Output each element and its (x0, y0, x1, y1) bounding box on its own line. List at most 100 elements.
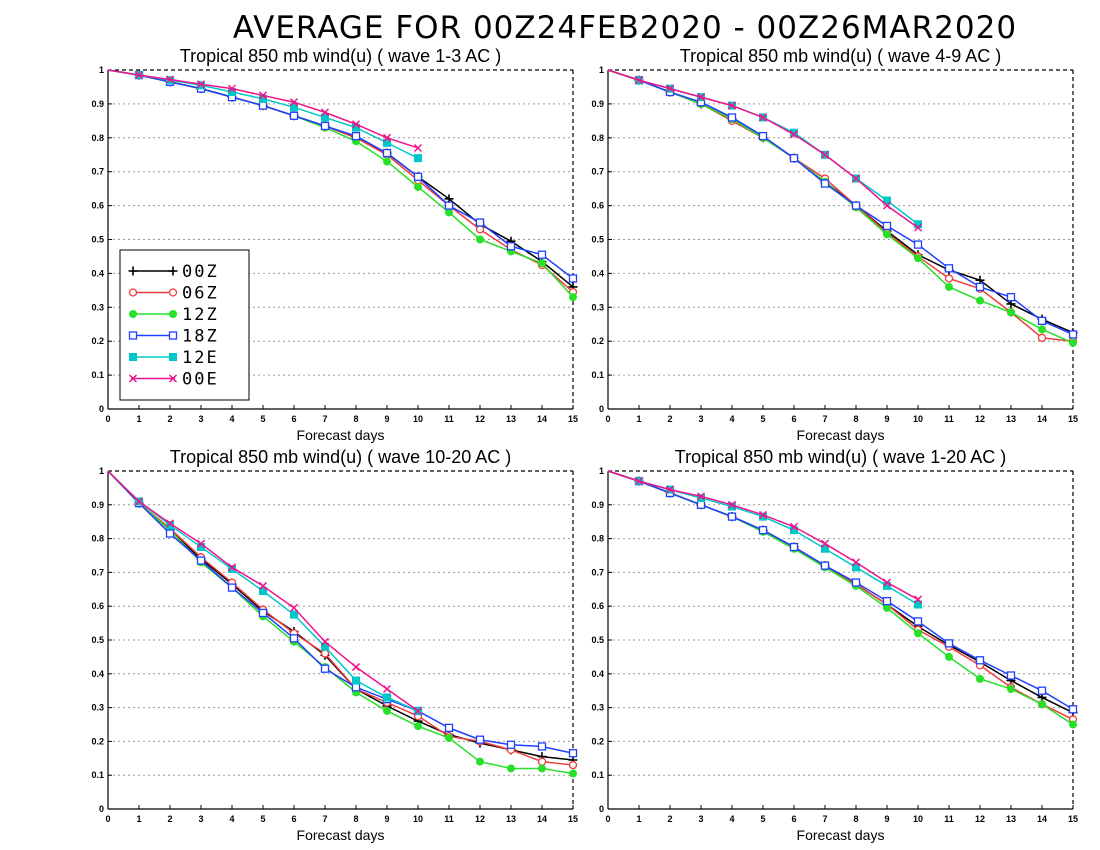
data-point-12Z (945, 652, 953, 661)
panel-title: Tropical 850 mb wind(u) ( wave 4-9 AC ) (680, 46, 1001, 66)
data-point-18Z (444, 201, 454, 210)
series-18Z (607, 470, 1078, 714)
x-tick-label: 15 (568, 414, 578, 424)
x-tick-label: 14 (537, 414, 547, 424)
x-tick-label: 9 (884, 414, 889, 424)
page-title: AVERAGE FOR 00Z24FEB2020 - 00Z26MAR2020 (233, 10, 1017, 46)
series-line-06Z (607, 470, 1074, 721)
legend-item-00E: 00E (128, 370, 219, 390)
chart-panel-4: Tropical 850 mb wind(u) ( wave 1-20 AC )… (591, 447, 1078, 843)
data-point-18Z (413, 172, 423, 181)
data-point-12E (883, 196, 891, 205)
data-point-12E (414, 154, 422, 163)
data-point-00E (851, 174, 861, 183)
data-point-18Z (258, 608, 268, 618)
data-point-00E (727, 101, 737, 110)
y-tick-label: 0.8 (591, 133, 604, 143)
legend-marker-12Z (129, 310, 137, 318)
data-point-12Z (383, 706, 391, 715)
x-tick-label: 9 (884, 814, 889, 824)
x-axis-label: Forecast days (297, 427, 385, 443)
y-tick-label: 0.8 (91, 534, 104, 544)
data-point-06Z (1037, 333, 1047, 342)
data-point-00E (320, 637, 330, 646)
data-point-12E (821, 544, 829, 553)
x-tick-label: 8 (853, 414, 858, 424)
y-tick-label: 0.6 (591, 601, 604, 611)
x-axis-label: Forecast days (797, 827, 885, 843)
legend-item-12Z: 12Z (129, 305, 217, 325)
data-point-00E (134, 71, 144, 80)
legend-box (119, 249, 250, 401)
y-tick-label: 0.5 (91, 235, 104, 245)
chart-panel-1: Tropical 850 mb wind(u) ( wave 1-3 AC ) 0… (91, 46, 578, 443)
x-tick-label: 1 (136, 414, 141, 424)
x-tick-label: 8 (353, 414, 358, 424)
data-point-00E (727, 500, 737, 509)
series-line-06Z (107, 470, 574, 766)
data-point-12Z (445, 208, 453, 217)
x-tick-label: 15 (1068, 814, 1078, 824)
data-point-12E (352, 676, 360, 685)
data-point-00E (227, 563, 237, 572)
x-tick-label: 14 (1037, 414, 1047, 424)
data-point-00E (134, 497, 144, 506)
data-point-00E (913, 595, 923, 604)
data-point-12Z (569, 293, 577, 302)
y-tick-label: 0 (599, 804, 604, 814)
y-tick-label: 0.6 (91, 601, 104, 611)
legend-marker-12E (129, 353, 137, 361)
x-tick-label: 13 (1006, 414, 1016, 424)
x-tick-label: 4 (229, 814, 234, 824)
data-point-18Z (1037, 316, 1047, 326)
data-point-18Z (258, 101, 268, 110)
data-point-12Z (538, 259, 546, 268)
data-point-12Z (1007, 308, 1015, 317)
data-point-18Z (882, 221, 892, 231)
data-point-12Z (976, 674, 984, 683)
data-point-00E (665, 84, 675, 93)
x-tick-label: 7 (322, 414, 327, 424)
x-tick-label: 8 (353, 814, 358, 824)
x-axis-label: Forecast days (297, 827, 385, 843)
legend-marker-00E (168, 374, 178, 383)
y-tick-label: 0.7 (591, 167, 604, 177)
data-point-18Z (944, 264, 954, 273)
y-tick-label: 0.2 (91, 736, 104, 746)
series-12Z (607, 69, 1077, 347)
data-point-00E (165, 75, 175, 84)
series-line-00E (607, 69, 919, 229)
x-tick-label: 9 (384, 814, 389, 824)
data-point-18Z (382, 148, 392, 158)
data-point-00E (289, 603, 299, 612)
y-tick-label: 0.9 (91, 500, 104, 510)
x-tick-label: 2 (667, 414, 672, 424)
data-point-18Z (1037, 686, 1047, 695)
legend-marker-06Z (168, 288, 178, 297)
y-tick-label: 1 (99, 65, 104, 75)
legend-label: 00E (182, 370, 219, 390)
y-tick-label: 0 (599, 404, 604, 414)
data-point-18Z (1006, 671, 1016, 680)
y-tick-label: 0 (99, 804, 104, 814)
data-point-00E (289, 98, 299, 107)
data-point-00E (665, 485, 675, 494)
data-point-12Z (1038, 325, 1046, 334)
series-line-18Z (607, 470, 1074, 710)
data-point-00E (258, 581, 268, 590)
data-point-18Z (758, 131, 768, 141)
y-tick-label: 0.1 (591, 770, 604, 780)
x-tick-label: 2 (667, 814, 672, 824)
data-point-00E (758, 113, 768, 122)
legend-item-00Z: 00Z (128, 262, 217, 282)
data-point-00E (196, 80, 206, 89)
data-point-00E (227, 84, 237, 93)
data-point-06Z (944, 274, 954, 283)
x-tick-label: 2 (167, 814, 172, 824)
y-tick-label: 0.3 (591, 302, 604, 312)
data-point-00E (913, 223, 923, 232)
data-point-06Z (475, 225, 485, 234)
data-point-00E (382, 133, 392, 142)
data-point-18Z (196, 556, 206, 565)
